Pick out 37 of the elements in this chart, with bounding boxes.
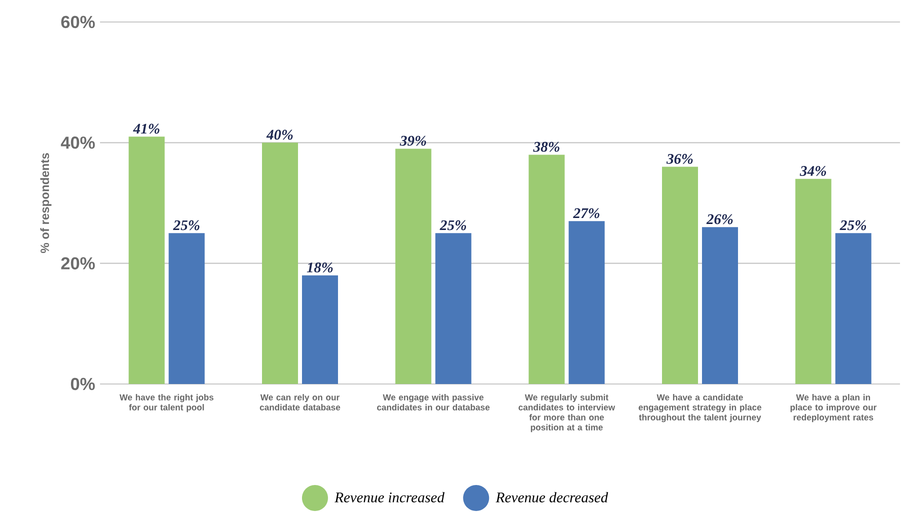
data-label: 34% [800,166,826,176]
bar [168,233,205,384]
bar [128,136,165,384]
x-tick-label: We engage with passive candidates in our database [377,394,490,410]
bar [528,154,565,384]
bar [662,166,698,384]
data-label: 18% [306,262,333,272]
data-label: 36% [666,154,693,164]
data-label: 25% [440,220,466,230]
y-tick-label: 0% [70,378,95,390]
y-tick-label: 40% [60,136,95,149]
x-tick-label: We regularly submit candidates to interview for more than one position at a time [518,394,616,432]
data-label: 25% [840,220,866,230]
data-label: 41% [133,124,160,134]
bar [435,233,472,384]
legend-label: Revenue increased [334,492,444,502]
x-tick-label: We have the right jobs for our talent pool [120,394,214,412]
bar [395,148,432,384]
data-label: 39% [400,136,426,146]
data-label: 26% [706,214,733,224]
bar [795,178,832,384]
bar [262,142,298,384]
x-tick-label: We have a candidate engagement strategy in place throughout the talent journey [638,394,762,422]
data-label: 27% [573,208,600,218]
bar [568,221,605,384]
data-label: 25% [173,220,200,230]
data-label: 38% [533,142,560,152]
bar [702,227,738,384]
x-tick-label: We have a plan in place to improve our redeployment rates [790,394,877,422]
data-label: 40% [266,130,293,140]
bar [302,275,338,384]
bar [835,233,872,384]
y-axis-title: % of respondents [40,153,52,254]
y-tick-label: 20% [61,257,95,270]
x-tick-label: We can rely on our candidate database [260,394,340,410]
legend-label: Revenue decreased [496,492,608,502]
y-tick-label: 60% [61,16,95,28]
